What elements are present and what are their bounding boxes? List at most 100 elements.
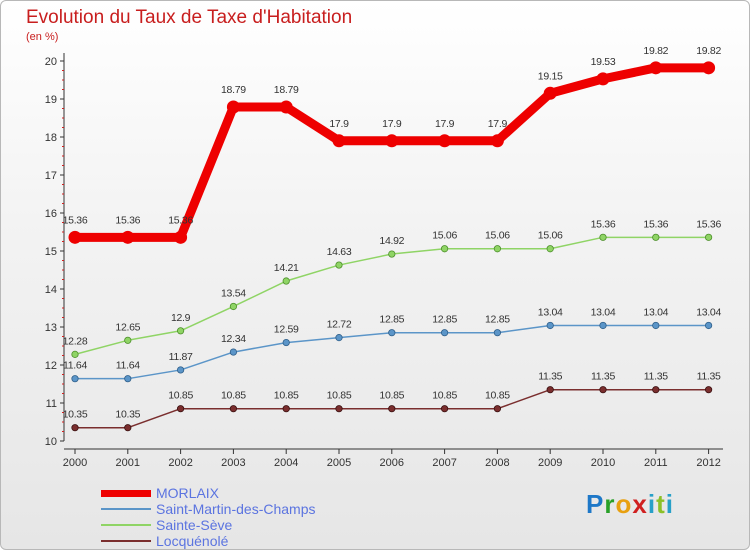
y-tick-label: 19 <box>45 94 57 106</box>
data-point <box>229 302 237 311</box>
data-label: 15.36 <box>643 218 668 230</box>
data-label: 17.9 <box>435 118 455 130</box>
legend-label: Sainte-Sève <box>156 517 233 533</box>
line-chart: 10 11 12 13 14 15 16 17 18 19 20 2000 2001 2002 2003 20… <box>45 45 723 469</box>
data-label: 11.87 <box>169 351 193 363</box>
data-point <box>493 245 501 253</box>
data-point <box>652 233 660 241</box>
y-tick-label: 17 <box>45 170 57 182</box>
data-point <box>385 134 399 148</box>
data-label: 18.79 <box>221 84 246 96</box>
data-point <box>71 350 79 358</box>
legend: MORLAIX Saint-Martin-des-Champs Sainte-S… <box>101 485 316 549</box>
data-point <box>599 321 607 330</box>
legend-item-morlaix: MORLAIX <box>101 485 316 501</box>
data-label: 17.9 <box>329 118 349 130</box>
data-point <box>440 329 449 337</box>
data-label: 15.06 <box>538 230 563 242</box>
data-point <box>543 86 557 100</box>
data-point <box>704 386 713 394</box>
data-point <box>493 405 501 413</box>
data-label: 13.04 <box>591 306 616 318</box>
legend-label: MORLAIX <box>156 485 220 501</box>
legend-item-locquenole: Locquénolé <box>101 533 316 549</box>
y-tick-label: 18 <box>45 132 57 144</box>
data-point <box>388 329 396 337</box>
data-labels: 15.36 15.36 15.36 18.79 18.79 17.9 17.9 17.9 17.… <box>63 45 722 421</box>
x-tick-label: 2001 <box>116 457 140 469</box>
x-tick-label: 2006 <box>380 457 404 469</box>
x-tick-label: 2005 <box>327 457 351 469</box>
data-label: 17.9 <box>382 118 402 130</box>
data-label: 19.53 <box>591 56 616 68</box>
data-point <box>177 366 185 374</box>
data-point <box>546 245 554 253</box>
x-tick-label: 2011 <box>644 457 668 469</box>
axes: 10 11 12 13 14 15 16 17 18 19 20 2000 2001 2002 2003 20… <box>45 53 723 469</box>
data-point <box>438 134 452 148</box>
data-label: 18.79 <box>274 84 299 96</box>
data-point <box>493 329 501 337</box>
x-tick-label: 2003 <box>221 457 245 469</box>
y-tick-label: 15 <box>45 246 57 258</box>
legend-swatch <box>101 524 151 526</box>
data-point <box>546 386 554 394</box>
data-label: 12.65 <box>115 321 140 333</box>
data-point <box>599 233 607 241</box>
data-label: 10.85 <box>168 390 193 402</box>
data-point <box>649 61 663 75</box>
data-label: 13.04 <box>643 306 668 318</box>
data-point <box>124 375 132 383</box>
y-tick-label: 13 <box>45 322 57 334</box>
data-label: 13.04 <box>538 306 563 318</box>
data-label: 11.35 <box>644 371 668 383</box>
data-label: 11.35 <box>538 371 562 383</box>
data-label: 14.63 <box>327 246 352 258</box>
data-point <box>702 61 716 75</box>
data-label: 12.72 <box>327 319 352 331</box>
x-tick-label: 2012 <box>696 457 720 469</box>
data-label: 12.28 <box>63 335 88 347</box>
data-point <box>68 230 82 244</box>
legend-label: Saint-Martin-des-Champs <box>156 501 316 517</box>
data-point <box>229 348 237 356</box>
legend-swatch <box>101 489 151 497</box>
legend-swatch <box>101 540 151 542</box>
chart-subtitle: (en %) <box>26 31 59 43</box>
data-point <box>229 405 237 413</box>
data-point <box>121 230 135 244</box>
data-label: 11.35 <box>591 371 615 383</box>
data-label: 11.64 <box>116 360 140 372</box>
data-point <box>332 134 346 148</box>
data-label: 13.04 <box>696 306 721 318</box>
data-label: 15.06 <box>485 230 510 242</box>
legend-swatch <box>101 508 151 510</box>
data-label: 10.85 <box>379 390 404 402</box>
data-label: 11.35 <box>697 371 721 383</box>
x-tick-label: 2000 <box>63 457 87 469</box>
legend-item-sainte-seve: Sainte-Sève <box>101 517 316 533</box>
data-point <box>440 405 449 413</box>
data-label: 19.82 <box>643 45 668 57</box>
data-label: 10.35 <box>115 409 140 421</box>
x-tick-label: 2010 <box>591 457 615 469</box>
data-label: 15.36 <box>696 218 721 230</box>
x-tick-label: 2004 <box>274 457 298 469</box>
series-line <box>75 63 709 242</box>
data-point <box>652 321 660 330</box>
data-point <box>599 386 607 394</box>
data-point <box>652 386 660 394</box>
data-point <box>279 100 293 114</box>
data-point <box>226 100 240 114</box>
data-label: 15.36 <box>63 214 88 226</box>
data-label: 13.54 <box>221 287 246 299</box>
data-point <box>388 250 396 258</box>
data-point <box>335 261 343 269</box>
data-point <box>704 321 713 330</box>
data-label: 10.35 <box>63 409 88 421</box>
data-label: 10.85 <box>485 390 510 402</box>
y-tick-label: 11 <box>46 398 57 410</box>
proxiti-logo: Proxiti <box>586 489 674 519</box>
data-label: 12.34 <box>221 333 246 345</box>
legend-item-saint-martin: Saint-Martin-des-Champs <box>101 501 316 517</box>
